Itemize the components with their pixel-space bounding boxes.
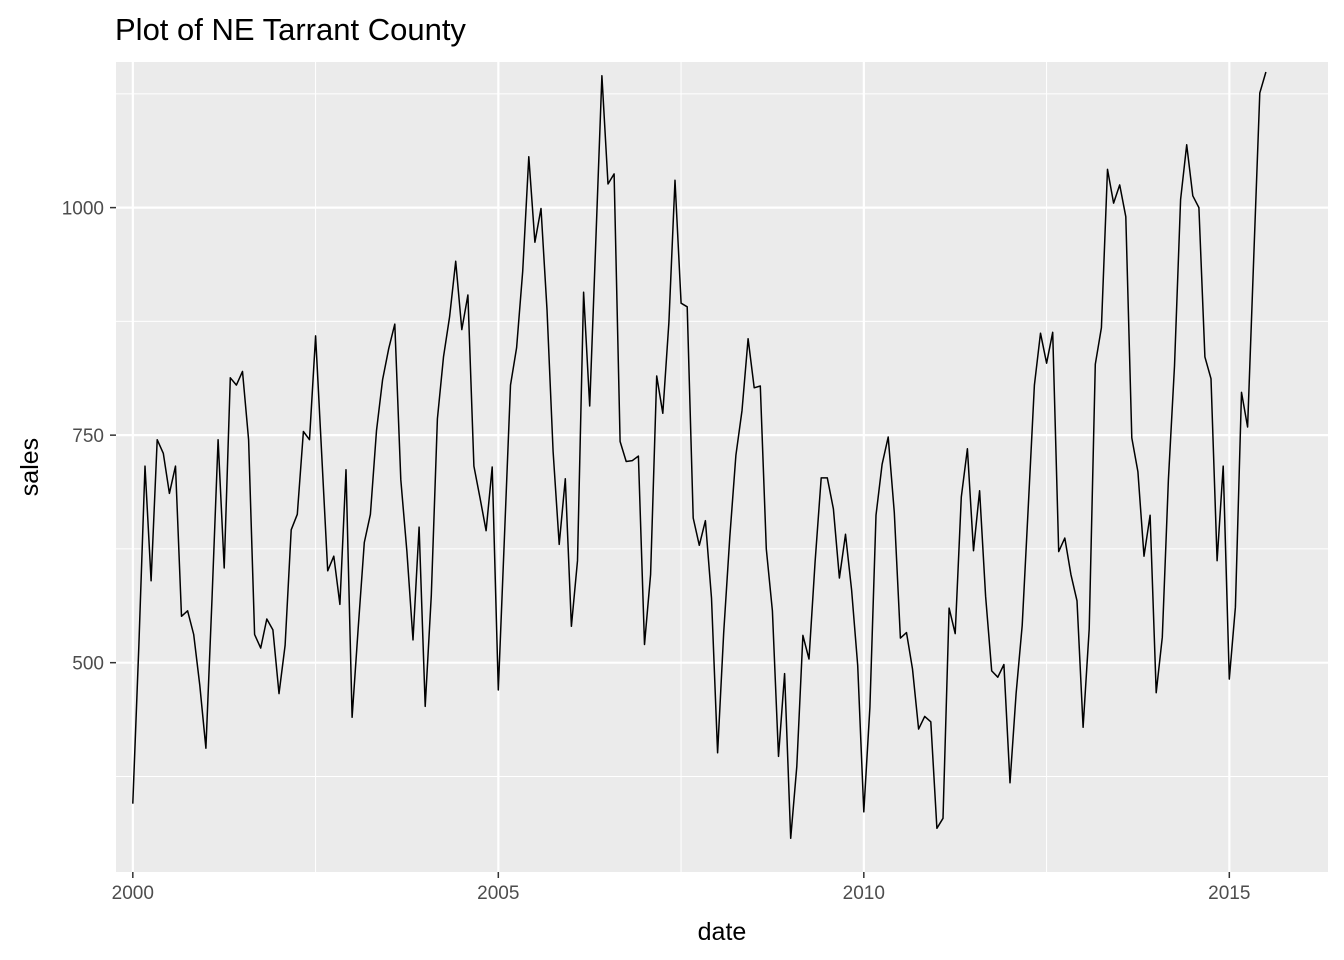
x-tick-label: 2010 (843, 883, 885, 904)
x-tick-label: 2015 (1208, 883, 1250, 904)
x-axis: 2000 2005 2010 2015 (112, 872, 1250, 904)
x-axis-title: date (698, 918, 747, 946)
x-tick-label: 2005 (477, 883, 519, 904)
plot-panel (116, 62, 1328, 872)
chart-title: Plot of NE Tarrant County (115, 12, 466, 47)
y-tick-label: 750 (72, 426, 104, 447)
y-axis: 500 750 1000 (62, 199, 116, 675)
series-line (132, 71, 1267, 840)
y-tick-label: 1000 (62, 199, 104, 220)
y-axis-title: sales (16, 438, 44, 496)
minor-gridlines (116, 62, 1328, 872)
x-tick-label: 2000 (112, 883, 154, 904)
major-gridlines (116, 62, 1328, 872)
y-tick-label: 500 (72, 654, 104, 675)
